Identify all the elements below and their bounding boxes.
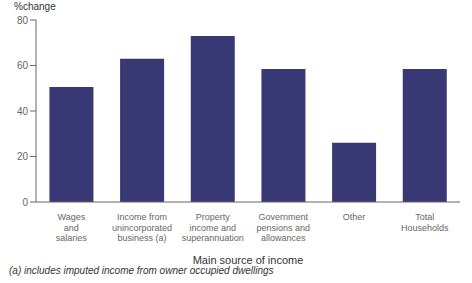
html-text:(a) includes imputed income fr: (a) includes imputed income from owner o… bbox=[9, 265, 274, 276]
svg-text:Governmentpensions andallowanc: Governmentpensions andallowances bbox=[257, 212, 311, 243]
svg-text:Propertyincome andsuperannuati: Propertyincome andsuperannuation bbox=[182, 212, 244, 243]
svg-text:Wagesandsalaries: Wagesandsalaries bbox=[56, 212, 88, 243]
svg-text:20: 20 bbox=[17, 151, 29, 162]
svg-text:40: 40 bbox=[17, 106, 29, 117]
svg-text:60: 60 bbox=[17, 60, 29, 71]
svg-text:Main source of income: Main source of income bbox=[193, 254, 304, 264]
svg-text:80: 80 bbox=[17, 15, 29, 26]
svg-text:0: 0 bbox=[22, 197, 28, 208]
svg-text:Income fromunincorporatedbusin: Income fromunincorporatedbusiness (a) bbox=[112, 212, 172, 243]
html-text:%change: %change bbox=[14, 1, 56, 12]
svg-text:TotalHouseholds: TotalHouseholds bbox=[401, 212, 449, 232]
svg-text:Other: Other bbox=[343, 212, 366, 222]
